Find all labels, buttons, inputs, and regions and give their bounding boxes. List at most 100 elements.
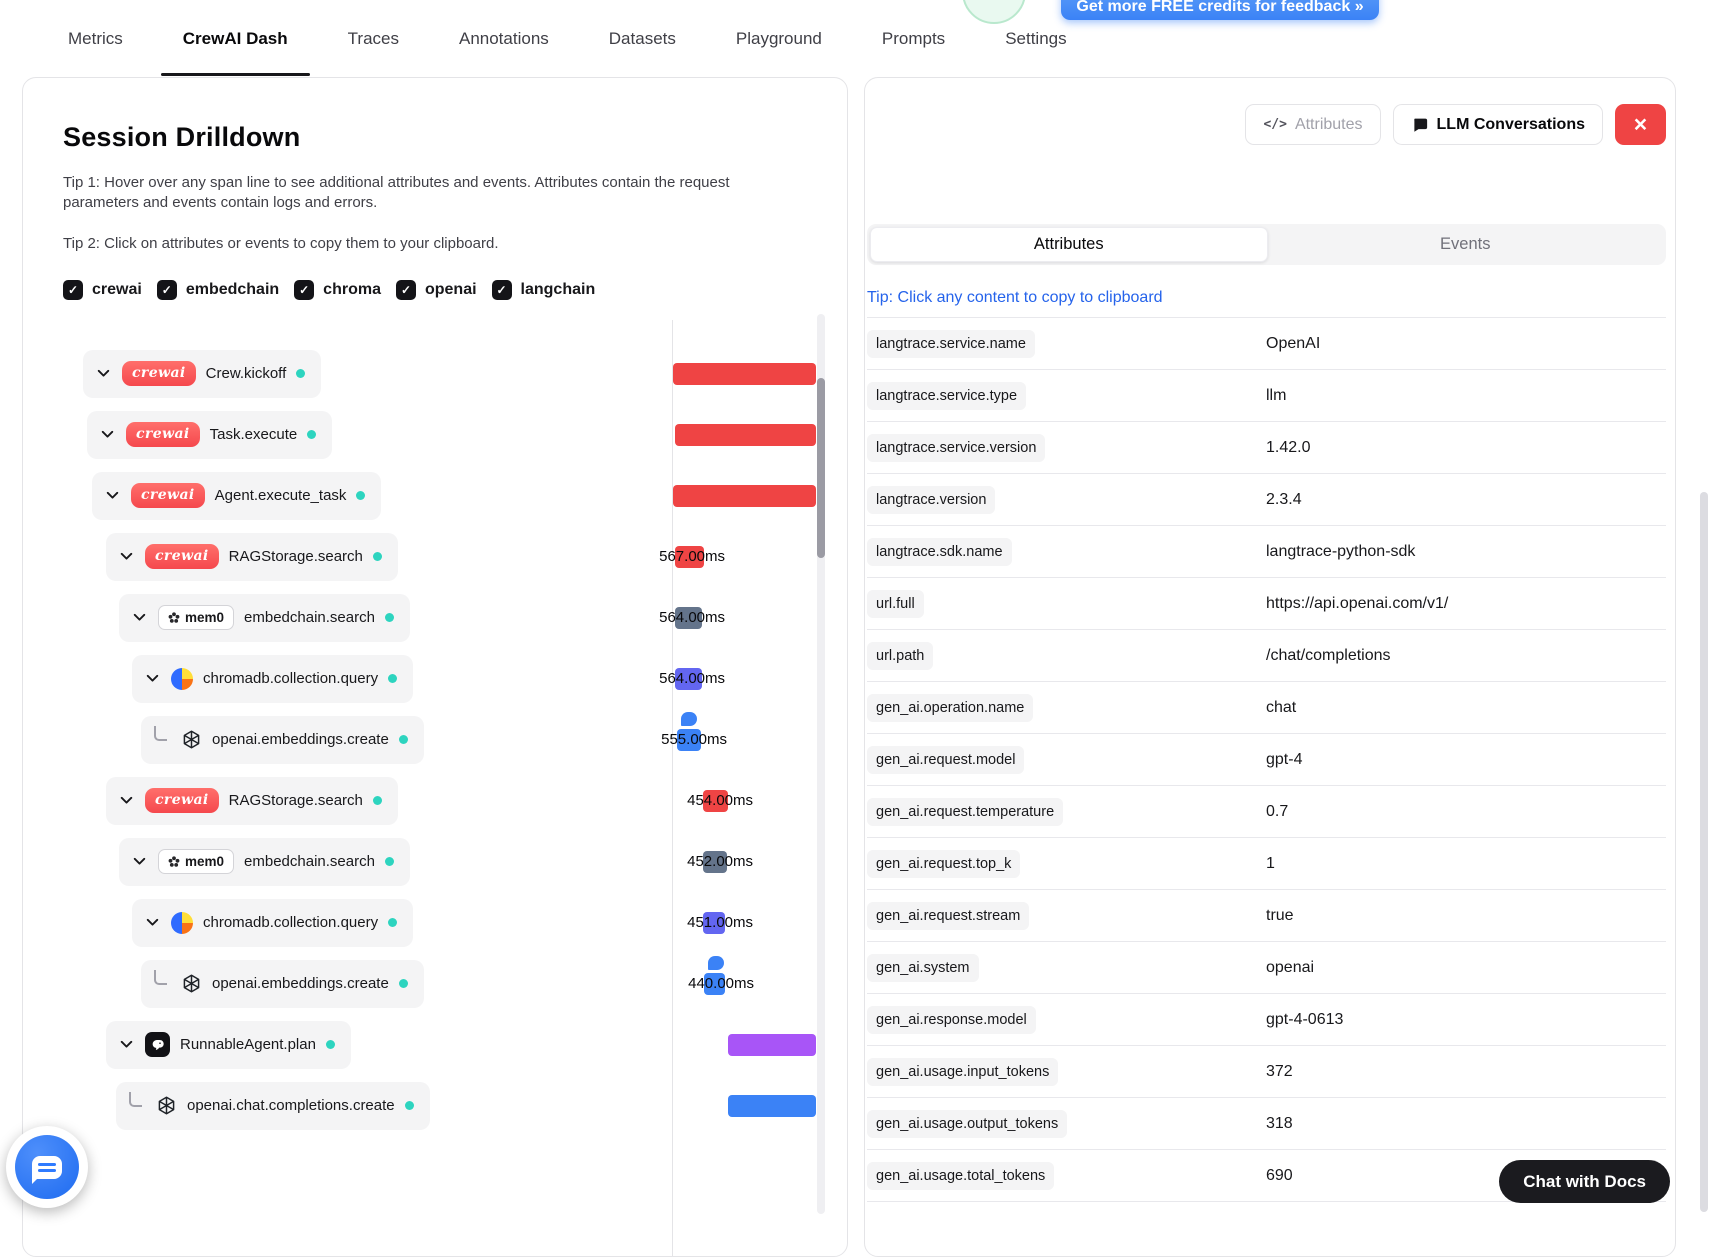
checkbox-chroma[interactable]	[294, 279, 315, 300]
attribute-key[interactable]: gen_ai.request.temperature	[867, 797, 1064, 826]
attribute-key[interactable]: gen_ai.usage.total_tokens	[867, 1161, 1055, 1190]
attribute-key[interactable]: langtrace.version	[867, 485, 996, 514]
filter-chroma[interactable]: chroma	[294, 279, 381, 300]
attribute-key[interactable]: url.path	[867, 641, 934, 670]
attribute-key[interactable]: gen_ai.request.top_k	[867, 849, 1021, 878]
span-pill[interactable]: RunnableAgent.plan	[106, 1020, 351, 1069]
attribute-value[interactable]: 0.7	[1266, 802, 1289, 820]
span-timeline-bar[interactable]	[675, 606, 702, 629]
close-button[interactable]: ×	[1615, 104, 1666, 145]
detail-tab-attributes[interactable]: Attributes	[870, 227, 1268, 262]
span-pill[interactable]: openai.embeddings.create	[141, 959, 424, 1008]
span-row-openai-embeddings-create[interactable]: openai.embeddings.create 440.00ms	[23, 955, 847, 1008]
span-timeline-bar[interactable]	[703, 850, 727, 873]
attribute-value[interactable]: langtrace-python-sdk	[1266, 542, 1416, 560]
filter-embedchain[interactable]: embedchain	[156, 279, 279, 300]
attribute-value[interactable]: OpenAI	[1266, 334, 1321, 352]
span-timeline-bar[interactable]	[703, 789, 728, 812]
chevron-down-icon[interactable]	[143, 670, 161, 688]
nav-tab-playground[interactable]: Playground	[735, 28, 822, 48]
span-timeline-bar[interactable]	[675, 545, 704, 568]
checkbox-crewai[interactable]	[63, 279, 83, 300]
span-timeline-bar[interactable]	[703, 911, 725, 934]
span-timeline-bar[interactable]	[728, 1033, 816, 1056]
attribute-value[interactable]: chat	[1266, 698, 1297, 716]
comment-bubble-icon[interactable]	[708, 955, 724, 970]
span-row-agent-execute-task[interactable]: crewai Agent.execute_task	[23, 471, 847, 520]
nav-tab-datasets[interactable]: Datasets	[608, 28, 676, 48]
filter-openai[interactable]: openai	[395, 279, 477, 300]
nav-tab-crewai-dash[interactable]: CrewAI Dash	[160, 0, 310, 77]
chevron-down-icon[interactable]	[143, 914, 161, 932]
chevron-down-icon[interactable]	[94, 365, 112, 383]
chevron-down-icon[interactable]	[130, 609, 148, 627]
chat-with-docs-button[interactable]: Chat with Docs	[1499, 1160, 1670, 1203]
attribute-value[interactable]: 372	[1266, 1062, 1293, 1080]
page-scrollbar-thumb[interactable]	[1700, 492, 1708, 1212]
span-row-ragstorage-search[interactable]: crewai RAGStorage.search 454.00ms	[23, 776, 847, 825]
tree-scrollbar-track[interactable]	[817, 314, 825, 1214]
span-row-task-execute[interactable]: crewai Task.execute	[23, 410, 847, 459]
attribute-key[interactable]: gen_ai.operation.name	[867, 693, 1034, 722]
span-row-runnableagent-plan[interactable]: RunnableAgent.plan	[23, 1020, 847, 1069]
attribute-value[interactable]: llm	[1266, 386, 1287, 404]
span-timeline-bar[interactable]	[675, 423, 816, 446]
attribute-value[interactable]: 1.42.0	[1266, 438, 1311, 456]
attribute-value[interactable]: true	[1266, 906, 1294, 924]
comment-bubble-icon[interactable]	[681, 711, 697, 726]
nav-tab-prompts[interactable]: Prompts	[881, 28, 946, 48]
span-row-chromadb-collection-query[interactable]: chromadb.collection.query 564.00ms	[23, 654, 847, 703]
attribute-value[interactable]: 690	[1266, 1166, 1293, 1184]
attribute-key[interactable]: gen_ai.request.stream	[867, 901, 1030, 930]
attribute-value[interactable]: /chat/completions	[1266, 646, 1391, 664]
span-pill[interactable]: mem0 embedchain.search	[119, 593, 410, 642]
attribute-key[interactable]: gen_ai.usage.output_tokens	[867, 1109, 1068, 1138]
span-row-embedchain-search[interactable]: mem0 embedchain.search 452.00ms	[23, 837, 847, 886]
span-row-ragstorage-search[interactable]: crewai RAGStorage.search 567.00ms	[23, 532, 847, 581]
attribute-key[interactable]: gen_ai.response.model	[867, 1005, 1036, 1034]
span-timeline-bar[interactable]	[728, 1094, 816, 1117]
chevron-down-icon[interactable]	[98, 426, 116, 444]
attribute-value[interactable]: 318	[1266, 1114, 1293, 1132]
attribute-value[interactable]: 1	[1266, 854, 1275, 872]
attribute-value[interactable]: https://api.openai.com/v1/	[1266, 594, 1449, 612]
attribute-key[interactable]: gen_ai.system	[867, 953, 979, 982]
span-timeline-bar[interactable]	[704, 972, 725, 995]
detail-tab-events[interactable]: Events	[1440, 235, 1491, 253]
chevron-down-icon[interactable]	[130, 853, 148, 871]
span-row-crew-kickoff[interactable]: crewai Crew.kickoff	[23, 349, 847, 398]
attribute-value[interactable]: gpt-4	[1266, 750, 1303, 768]
copy-tip-link[interactable]: Tip: Click any content to copy to clipbo…	[867, 289, 1163, 306]
span-row-openai-embeddings-create[interactable]: openai.embeddings.create 555.00ms	[23, 711, 847, 764]
span-pill[interactable]: chromadb.collection.query	[132, 898, 414, 947]
attribute-key[interactable]: langtrace.service.version	[867, 433, 1046, 462]
nav-tab-traces[interactable]: Traces	[347, 28, 399, 48]
span-row-embedchain-search[interactable]: mem0 embedchain.search 564.00ms	[23, 593, 847, 642]
attribute-key[interactable]: gen_ai.request.model	[867, 745, 1025, 774]
span-pill[interactable]: openai.chat.completions.create	[116, 1081, 430, 1130]
nav-tab-annotations[interactable]: Annotations	[458, 28, 549, 48]
filter-crewai[interactable]: crewai	[63, 279, 142, 300]
span-pill[interactable]: openai.embeddings.create	[141, 715, 424, 764]
chevron-down-icon[interactable]	[103, 487, 121, 505]
attribute-value[interactable]: 2.3.4	[1266, 490, 1302, 508]
span-pill[interactable]: crewai Task.execute	[87, 410, 333, 459]
span-pill[interactable]: crewai Crew.kickoff	[83, 349, 322, 398]
chevron-down-icon[interactable]	[117, 792, 135, 810]
span-timeline-bar[interactable]	[673, 484, 816, 507]
llm-conversations-button[interactable]: LLM Conversations	[1392, 104, 1603, 145]
span-pill[interactable]: mem0 embedchain.search	[119, 837, 410, 886]
attribute-key[interactable]: url.full	[867, 589, 924, 618]
checkbox-embedchain[interactable]	[156, 279, 177, 300]
checkbox-langchain[interactable]	[491, 279, 512, 300]
span-pill[interactable]: chromadb.collection.query	[132, 654, 414, 703]
span-pill[interactable]: crewai Agent.execute_task	[92, 471, 382, 520]
attribute-value[interactable]: gpt-4-0613	[1266, 1010, 1344, 1028]
nav-tab-metrics[interactable]: Metrics	[68, 28, 123, 48]
span-timeline-bar[interactable]	[677, 728, 701, 751]
attribute-key[interactable]: langtrace.service.type	[867, 381, 1027, 410]
chat-launcher[interactable]	[6, 1126, 88, 1208]
span-row-openai-chat-completions-create[interactable]: openai.chat.completions.create	[23, 1081, 847, 1130]
free-credits-button[interactable]: Get more FREE credits for feedback »	[1061, 0, 1379, 20]
tree-scrollbar-thumb[interactable]	[817, 378, 825, 558]
